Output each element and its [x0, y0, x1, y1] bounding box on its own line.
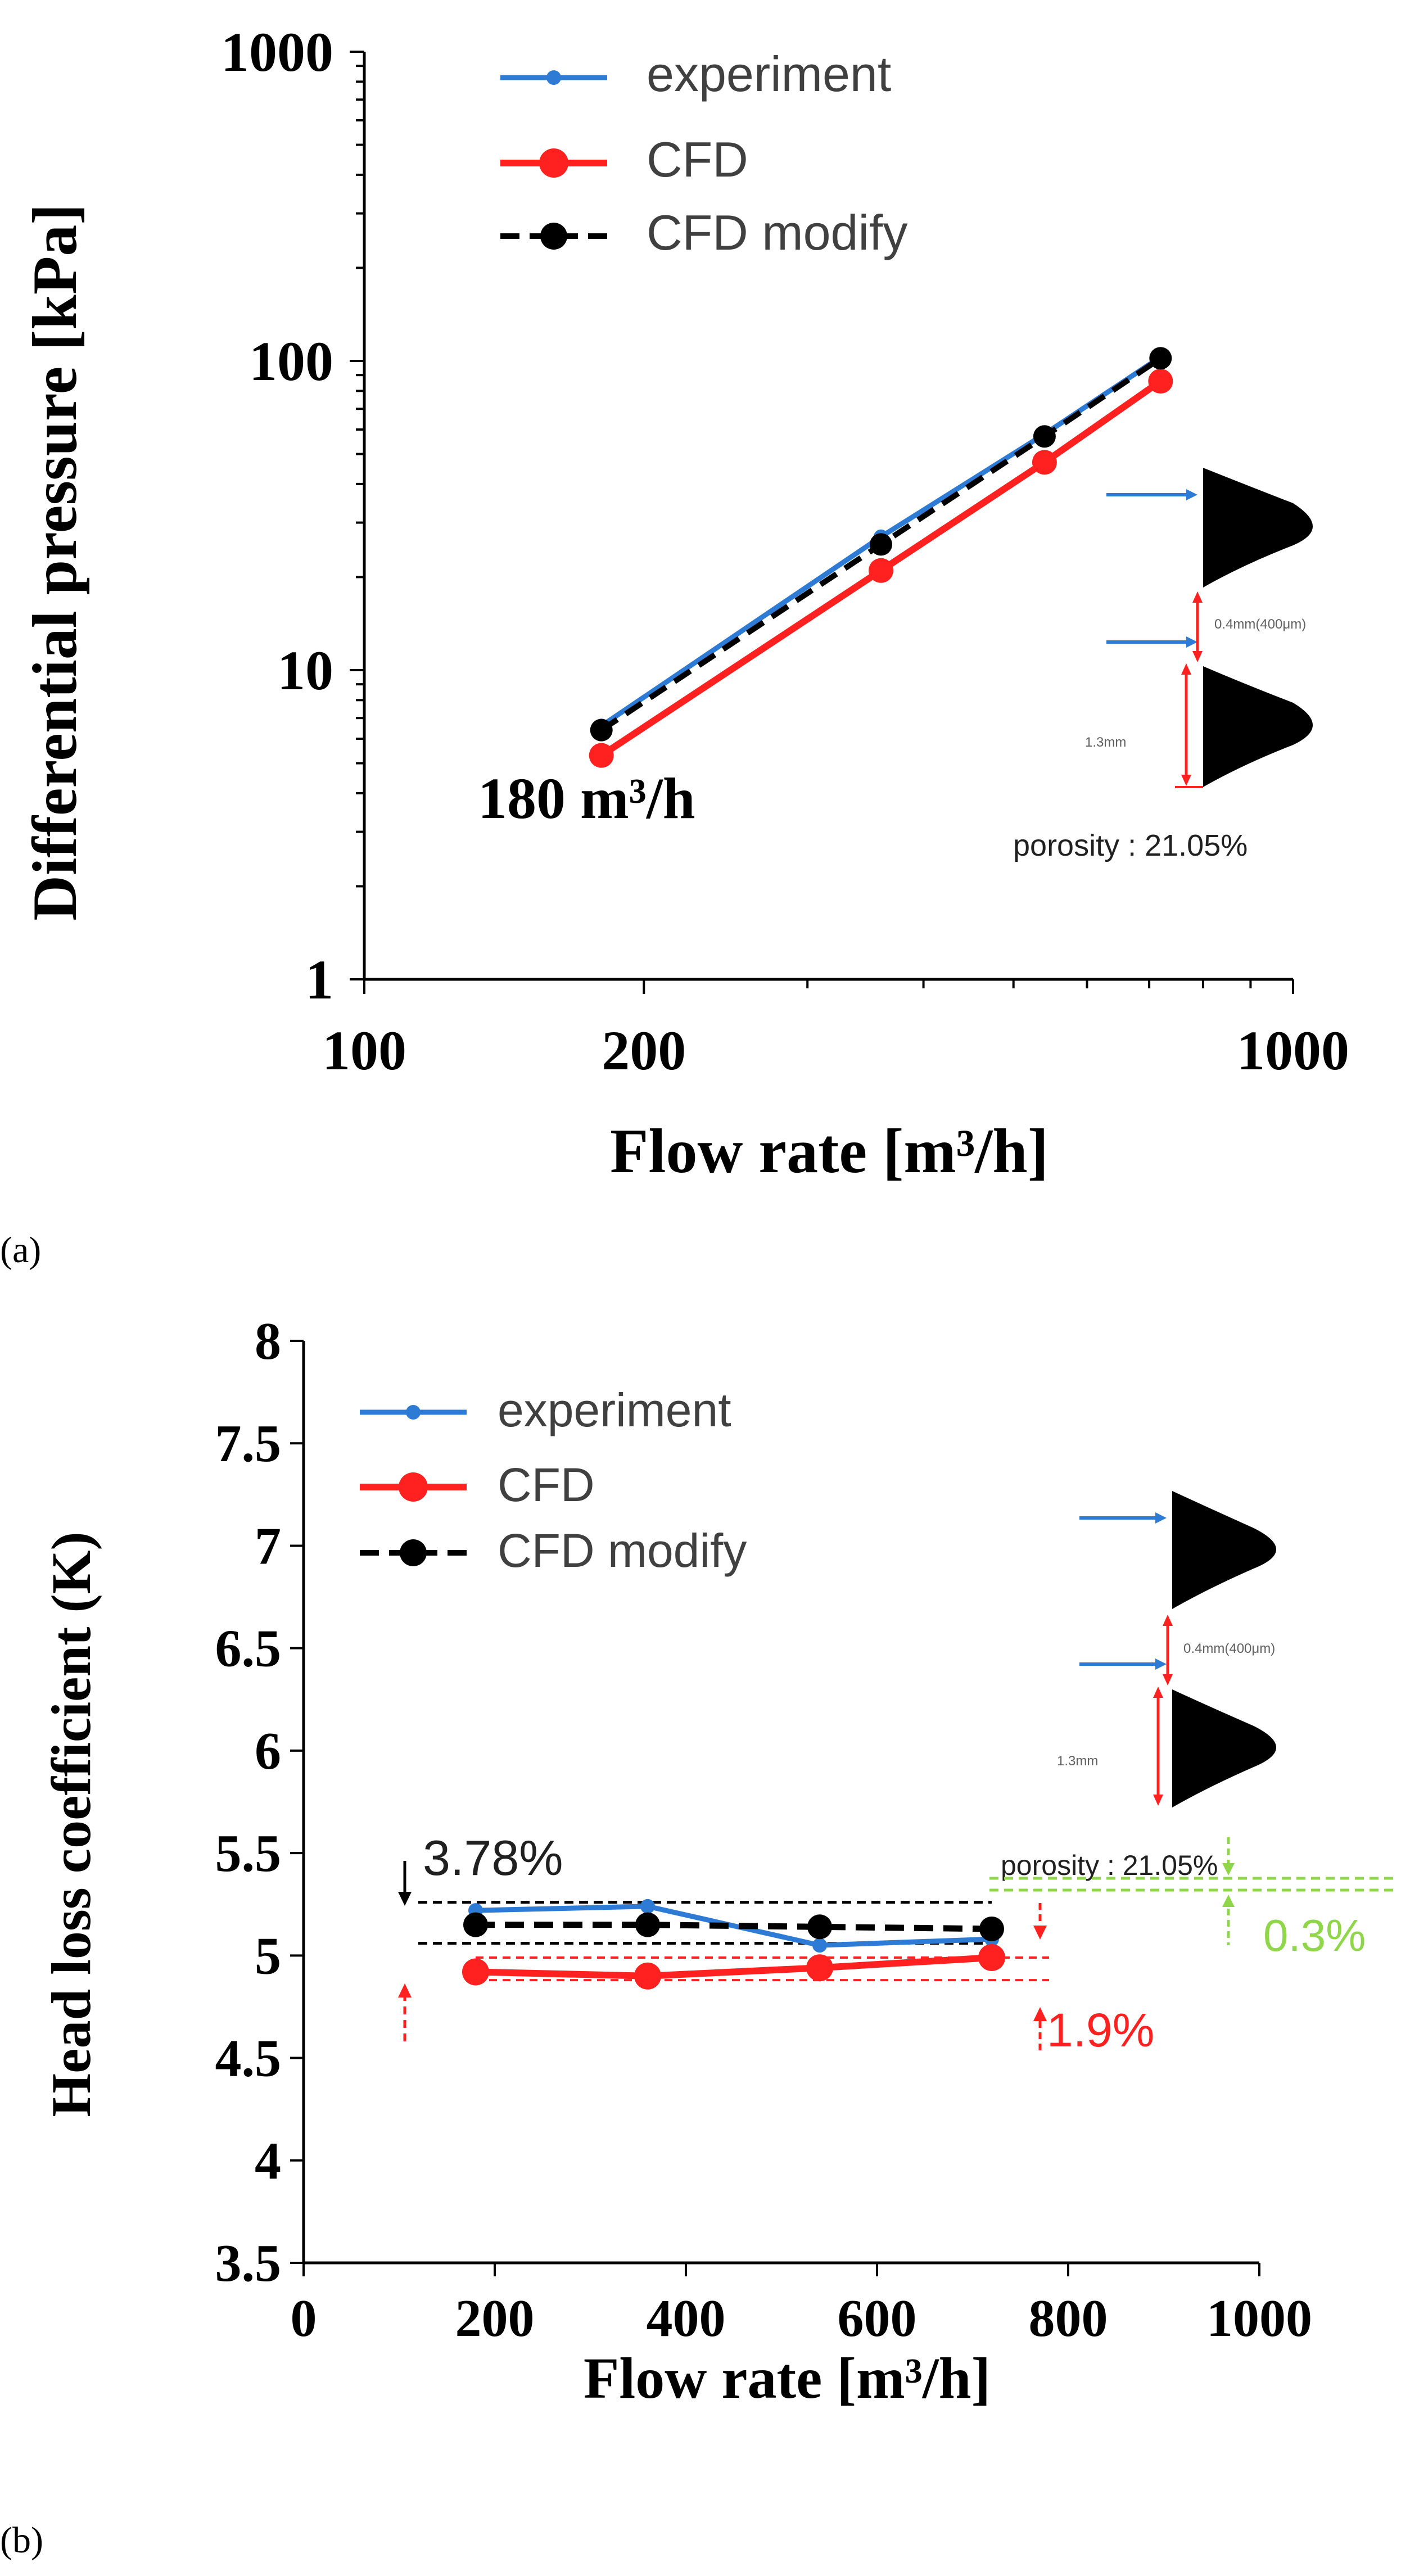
chart-b-x-tick-label: 1000 — [1206, 2289, 1312, 2348]
chart-b-deviation-annotations: 3.78% 1.9% 0.3% — [398, 1830, 1397, 2057]
chart-b-series — [418, 1899, 1049, 1990]
chart-a-y-tick-label: 100 — [249, 330, 333, 392]
chart-b-axes — [290, 1340, 1260, 2276]
legend-a-cfd-modify-label: CFD modify — [647, 205, 908, 260]
chart-b-line-cfd — [475, 1954, 992, 1980]
chart-b-x-axis-label: Flow rate [m³/h] — [584, 2346, 991, 2411]
legend-b-experiment-label: experiment — [498, 1384, 731, 1436]
legend-b-experiment: experiment — [360, 1384, 731, 1436]
chart-b-y-tick-label: 3.5 — [215, 2234, 282, 2293]
legend-a-cfd: CFD — [500, 132, 748, 187]
chart-b-inset-schematic: 0.4mm(400μm) 1.3mm porosity : 21.05% — [1001, 1491, 1276, 1881]
chart-b-point-experiment — [812, 1938, 827, 1953]
chart-a-y-axis-label: Differential pressure [kPa] — [20, 204, 90, 920]
chart-a-x-tick-label: 100 — [322, 1019, 406, 1082]
inset-b-height-label: 1.3mm — [1057, 1754, 1098, 1769]
annotation-green-pct: 0.3% — [1263, 1910, 1366, 1960]
chart-b-x-tick-label: 400 — [647, 2289, 726, 2348]
inset-b-porosity-label: porosity : 21.05% — [1001, 1850, 1218, 1881]
chart-a: 1 10 100 1000 100 200 1000 Differential press… — [0, 21, 1349, 1271]
chart-b-point-cfd — [462, 1958, 489, 1986]
chart-a-x-axis-label: Flow rate [m³/h] — [610, 1117, 1049, 1186]
chart-b-x-tick-label: 600 — [838, 2289, 917, 2348]
inset-a-height-label: 1.3mm — [1085, 735, 1126, 750]
chart-a-point-cfd — [589, 743, 614, 768]
chart-a-point-cfd — [869, 558, 894, 583]
chart-b-x-tick-label: 0 — [291, 2289, 317, 2348]
chart-b-y-tick-label: 5.5 — [215, 1824, 282, 1883]
chart-a-x-tick-label: 200 — [602, 1019, 686, 1082]
chart-b-point-cfd — [806, 1954, 833, 1982]
legend-b-cfd-modify: CFD modify — [360, 1524, 747, 1577]
chart-a-legend: experiment CFD CFD modify — [500, 46, 908, 260]
chart-b-point-cfd-modify — [635, 1912, 660, 1937]
legend-a-experiment: experiment — [500, 46, 891, 102]
chart-a-y-tick-label: 10 — [277, 639, 333, 702]
chart-a-y-tick-label: 1000 — [221, 21, 333, 83]
chart-a-axes — [350, 51, 1294, 994]
chart-b-point-cfd — [978, 1944, 1005, 1971]
chart-b-y-tick-label: 6 — [255, 1722, 281, 1780]
chart-b: 3.5 4 4.5 5 5.5 6 6.5 7 7.5 8 0 200 400 600 800 1000 H… — [0, 1312, 1397, 2561]
chart-b-y-tick-label: 7 — [255, 1517, 281, 1575]
chart-b-y-tick-label: 5 — [255, 1927, 281, 1985]
chart-a-point-cfd-modify — [1149, 347, 1172, 370]
chart-a-line-cfd-modify — [599, 356, 1163, 733]
chart-b-y-tick-label: 6.5 — [215, 1620, 282, 1678]
chart-a-line-cfd — [599, 378, 1163, 758]
chart-b-x-tick-label: 800 — [1029, 2289, 1108, 2348]
annotation-black-pct: 3.78% — [423, 1830, 563, 1886]
chart-b-y-tick-label: 4.5 — [215, 2030, 282, 2088]
legend-a-cfd-modify: CFD modify — [500, 205, 908, 260]
chart-a-y-tick-label: 1 — [305, 948, 333, 1011]
chart-a-series — [589, 347, 1173, 768]
inset-a-porosity-label: porosity : 21.05% — [1013, 829, 1248, 862]
chart-b-x-tick-label: 200 — [455, 2289, 535, 2348]
chart-a-flow-annotation: 180 m³/h — [478, 766, 695, 831]
legend-a-cfd-label: CFD — [647, 132, 748, 187]
chart-a-point-cfd — [1032, 450, 1057, 475]
chart-b-point-cfd-modify — [807, 1914, 832, 1940]
chart-a-point-cfd-modify — [1033, 425, 1056, 448]
chart-a-inset-schematic: 0.4mm(400μm) 1.3mm porosity : 21.05% — [1013, 468, 1313, 862]
legend-a-experiment-label: experiment — [647, 46, 891, 102]
chart-b-y-tick-label: 8 — [255, 1312, 281, 1371]
inset-a-gap-label: 0.4mm(400μm) — [1214, 617, 1306, 632]
inset-b-gap-label: 0.4mm(400μm) — [1183, 1641, 1275, 1656]
chart-a-point-cfd-modify — [870, 533, 893, 556]
panel-a-label: (a) — [0, 1230, 41, 1271]
chart-a-point-cfd — [1148, 369, 1173, 394]
chart-b-line-experiment — [475, 1904, 992, 1948]
chart-b-x-tick-labels: 0 200 400 600 800 1000 — [291, 2289, 1313, 2348]
chart-b-point-cfd-modify — [463, 1912, 488, 1937]
chart-b-y-tick-label: 7.5 — [215, 1414, 282, 1473]
chart-b-legend: experiment CFD CFD modify — [360, 1384, 747, 1577]
chart-b-y-tick-label: 4 — [255, 2132, 281, 2190]
chart-b-y-axis-label: Head loss coefficient (K) — [40, 1531, 102, 2117]
chart-b-point-cfd — [634, 1962, 661, 1990]
legend-b-cfd-modify-label: CFD modify — [498, 1524, 747, 1577]
chart-b-y-tick-labels: 3.5 4 4.5 5 5.5 6 6.5 7 7.5 8 — [215, 1312, 282, 2293]
legend-b-cfd-label: CFD — [498, 1458, 595, 1511]
legend-b-cfd: CFD — [360, 1458, 595, 1511]
chart-a-point-cfd-modify — [590, 718, 613, 742]
chart-a-x-tick-labels: 100 200 1000 — [322, 1019, 1349, 1082]
chart-a-x-tick-label: 1000 — [1237, 1019, 1349, 1082]
chart-b-point-experiment — [640, 1899, 655, 1914]
annotation-red-pct: 1.9% — [1047, 2004, 1154, 2057]
panel-b-label: (b) — [0, 2520, 43, 2561]
chart-b-point-cfd-modify — [979, 1916, 1004, 1941]
chart-a-y-tick-labels: 1 10 100 1000 — [221, 21, 333, 1011]
